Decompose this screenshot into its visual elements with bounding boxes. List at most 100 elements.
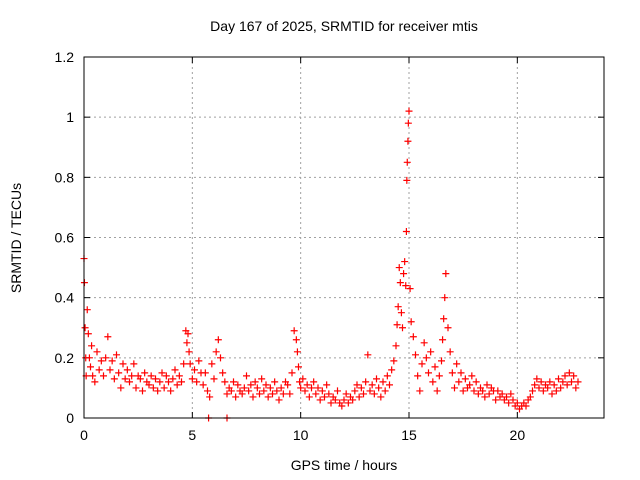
x-tick-label: 0: [80, 427, 88, 443]
data-point: [327, 399, 335, 407]
data-point: [481, 393, 489, 401]
data-point: [394, 303, 402, 311]
data-point: [113, 351, 120, 359]
data-point: [483, 381, 491, 389]
data-point: [312, 390, 320, 398]
data-point: [375, 384, 383, 392]
data-point: [420, 339, 428, 347]
data-point: [217, 354, 224, 362]
data-point: [273, 387, 281, 395]
data-point: [526, 393, 534, 401]
data-point: [277, 384, 285, 392]
data-point: [305, 393, 313, 401]
axis-ticks: 0 0.2 0.4 0.6 0.8 1 1.2 0 5 10 15 20: [55, 49, 604, 443]
plot-frame: [83, 56, 605, 419]
data-point: [552, 387, 560, 395]
data-point: [513, 399, 521, 407]
data-point: [193, 378, 201, 386]
data-point: [427, 348, 435, 356]
data-point: [409, 333, 417, 341]
y-tick-label: 1: [66, 109, 74, 125]
data-point: [533, 375, 541, 383]
data-point: [95, 366, 103, 374]
data-point: [379, 378, 387, 386]
data-point: [180, 360, 188, 368]
data-point: [249, 393, 257, 401]
data-point: [412, 351, 419, 359]
data-point: [431, 363, 439, 371]
data-point: [370, 390, 378, 398]
data-point: [559, 378, 567, 386]
data-point: [570, 372, 578, 380]
data-point: [295, 363, 302, 371]
data-point: [169, 375, 177, 383]
data-point: [396, 279, 404, 287]
y-tick-label: 0: [66, 410, 74, 426]
data-point: [404, 119, 412, 127]
data-point: [383, 372, 391, 380]
data-point: [141, 369, 149, 377]
data-point: [286, 390, 294, 398]
data-point: [91, 378, 99, 386]
data-point: [392, 342, 400, 350]
data-point: [195, 357, 203, 365]
data-point: [321, 393, 328, 401]
data-point: [377, 393, 385, 401]
data-point: [243, 372, 250, 380]
data-point: [299, 375, 307, 383]
data-point: [136, 375, 144, 383]
data-point: [258, 375, 266, 383]
data-point: [351, 387, 359, 395]
data-point: [223, 390, 231, 398]
data-point: [204, 387, 211, 395]
data-point: [418, 360, 426, 368]
data-point: [416, 387, 424, 395]
data-point: [279, 390, 287, 398]
data-point: [563, 381, 571, 389]
data-point: [293, 348, 301, 356]
data-point: [221, 378, 229, 386]
data-point: [271, 378, 279, 386]
data-point: [466, 381, 474, 389]
data-point: [234, 381, 242, 389]
data-point: [531, 381, 539, 389]
data-point: [455, 378, 463, 386]
grid-lines: [84, 57, 604, 418]
data-point: [397, 309, 405, 317]
data-point: [256, 390, 263, 398]
data-point: [149, 384, 157, 392]
data-point: [435, 372, 443, 380]
data-point: [555, 375, 562, 383]
data-point: [167, 387, 175, 395]
data-point: [353, 381, 361, 389]
data-point: [492, 396, 500, 404]
data-point: [344, 399, 352, 407]
data-point: [184, 330, 192, 338]
data-point: [108, 357, 116, 365]
data-point: [154, 387, 162, 395]
data-point: [208, 360, 216, 368]
data-point: [147, 372, 155, 380]
data-point: [201, 369, 209, 377]
data-series: [80, 107, 582, 422]
data-point: [568, 378, 575, 386]
data-point: [433, 387, 441, 395]
data-point: [251, 378, 259, 386]
x-tick-label: 20: [510, 427, 526, 443]
data-point: [406, 285, 414, 293]
data-point: [546, 378, 554, 386]
data-point: [401, 258, 409, 266]
data-point: [152, 375, 159, 383]
data-point: [331, 396, 339, 404]
data-point: [507, 390, 515, 398]
data-point: [442, 270, 450, 278]
data-point: [386, 381, 393, 389]
data-point: [362, 378, 370, 386]
data-point: [360, 390, 367, 398]
data-point: [81, 324, 89, 332]
data-point: [446, 348, 454, 356]
data-point: [102, 354, 110, 362]
data-point: [349, 396, 357, 404]
data-point: [459, 387, 467, 395]
